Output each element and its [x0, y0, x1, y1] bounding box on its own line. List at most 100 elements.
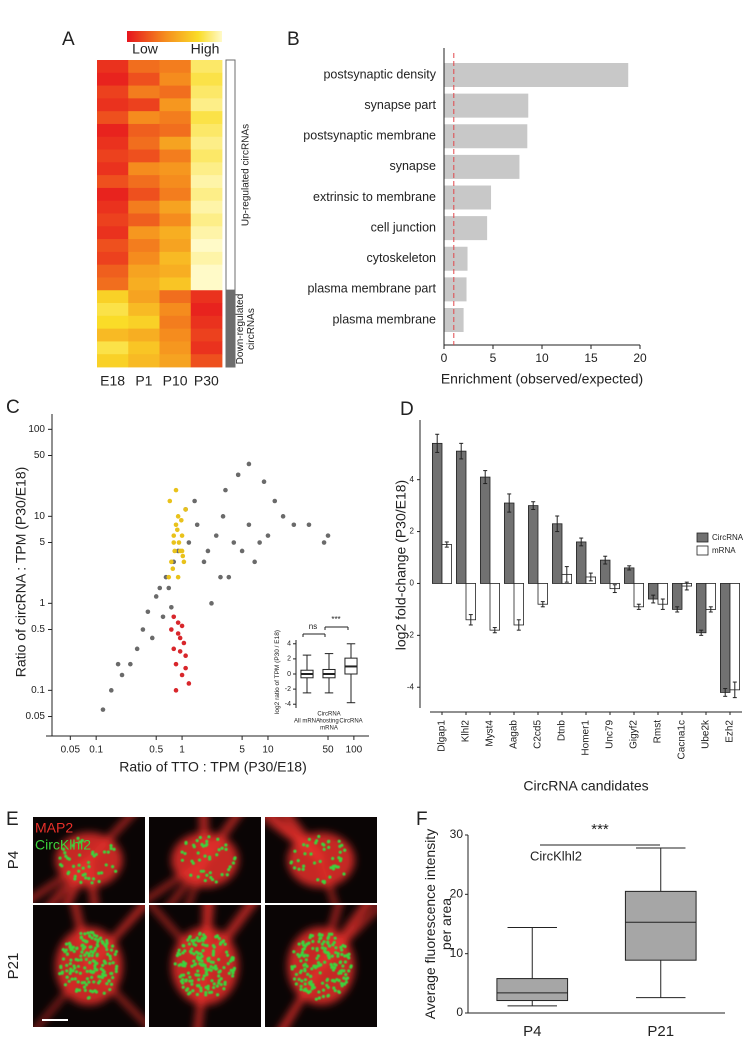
circ-dot	[303, 982, 307, 986]
x-tick-label: 1	[179, 745, 185, 756]
scatter-point	[175, 574, 181, 580]
scatter-point	[280, 514, 286, 519]
heatmap-cell	[159, 251, 192, 266]
circ-dot	[196, 984, 200, 988]
circ-dot	[211, 960, 215, 964]
heatmap-cell	[97, 341, 129, 355]
scatter-point	[145, 609, 151, 615]
circ-dot	[318, 971, 322, 975]
circ-dot	[108, 987, 112, 992]
heatmap-cell	[128, 149, 160, 163]
circ-dot	[330, 978, 335, 983]
circ-dot	[184, 978, 188, 982]
column-label: P10	[163, 373, 188, 389]
micrograph	[149, 817, 261, 903]
circ-dot	[195, 973, 199, 977]
circ-dot	[334, 865, 339, 869]
circ-dot	[83, 872, 87, 876]
circ-dot	[340, 948, 344, 952]
category-label: cell junction	[371, 220, 436, 234]
circ-dot	[105, 947, 109, 952]
circ-dot	[310, 967, 314, 971]
heatmap-cell	[97, 187, 129, 202]
circ-dot	[65, 975, 69, 979]
circ-dot	[214, 880, 218, 884]
circ-dot	[115, 964, 119, 968]
scatter-point	[157, 585, 163, 591]
circ-dot	[71, 844, 75, 848]
bar	[489, 583, 501, 631]
circ-dot	[183, 964, 187, 968]
circ-dot	[208, 871, 212, 875]
scatter-point	[186, 681, 192, 686]
circ-dot	[212, 945, 216, 949]
row-label: P21	[5, 953, 22, 980]
circ-dot	[231, 968, 236, 972]
scatter-point	[306, 522, 312, 528]
heatmap-cell	[97, 175, 129, 189]
circ-dot	[189, 951, 194, 955]
heatmap-cell	[128, 162, 160, 176]
colorbar	[127, 31, 222, 42]
bar	[503, 502, 515, 584]
heatmap-cell	[159, 264, 192, 278]
scatter-point	[321, 540, 327, 545]
circ-dot	[114, 969, 118, 974]
circ-dot	[199, 989, 203, 993]
circ-dot	[200, 959, 204, 963]
scatter-point	[171, 533, 177, 538]
circ-dot	[207, 967, 211, 972]
circ-dot	[106, 850, 110, 854]
circ-dot	[217, 848, 221, 852]
circ-dot	[75, 946, 79, 951]
scatter-point	[209, 601, 214, 606]
x-tick-label: 5	[490, 351, 497, 365]
circ-dot	[84, 957, 88, 961]
heatmap-cell	[128, 60, 160, 74]
circ-dot	[209, 965, 213, 969]
heatmap-cell	[190, 328, 223, 342]
circ-dot	[180, 858, 185, 862]
x-tick-label: 10	[262, 745, 274, 756]
circ-dot	[98, 936, 103, 940]
circ-dot	[95, 953, 99, 958]
heatmap-cell	[97, 85, 129, 99]
circ-dot	[338, 960, 343, 964]
heatmap-cell	[97, 123, 129, 138]
circ-dot	[342, 976, 346, 980]
y-axis-label: log2 fold-change (P30/E18)	[393, 480, 409, 650]
heatmap-cell	[128, 72, 160, 86]
circ-dot	[314, 997, 318, 1001]
x-tick-label: Cacna1c	[677, 720, 688, 759]
circ-dot	[217, 937, 222, 941]
scatter-point	[175, 620, 181, 625]
heatmap-cell	[159, 213, 192, 227]
x-tick-label: 15	[584, 351, 598, 365]
heatmap-cell	[159, 354, 192, 368]
circ-dot	[309, 974, 313, 978]
circ-dot	[113, 952, 117, 957]
circ-dot	[212, 982, 216, 986]
heatmap-cell	[159, 226, 192, 240]
circ-dot	[72, 964, 76, 968]
circ-dot	[331, 856, 335, 861]
circ-dot	[180, 850, 184, 854]
y-tick-label: 0.05	[26, 711, 46, 722]
bar	[444, 154, 520, 179]
panel-letter: C	[6, 397, 20, 418]
heatmap-cell	[190, 303, 223, 317]
heatmap-cell	[128, 290, 160, 304]
circ-dot	[198, 835, 202, 840]
circ-dot	[183, 851, 187, 856]
circ-dot	[58, 971, 62, 976]
legend-swatch	[696, 532, 709, 543]
heatmap-cell	[128, 200, 160, 214]
circ-dot	[321, 988, 326, 992]
circ-dot	[296, 858, 300, 863]
bar	[576, 541, 587, 584]
circ-dot	[328, 875, 332, 879]
circ-dot	[330, 932, 334, 936]
circ-dot	[349, 964, 353, 968]
circ-dot	[326, 940, 330, 944]
y-tick-label: 0	[410, 579, 415, 588]
